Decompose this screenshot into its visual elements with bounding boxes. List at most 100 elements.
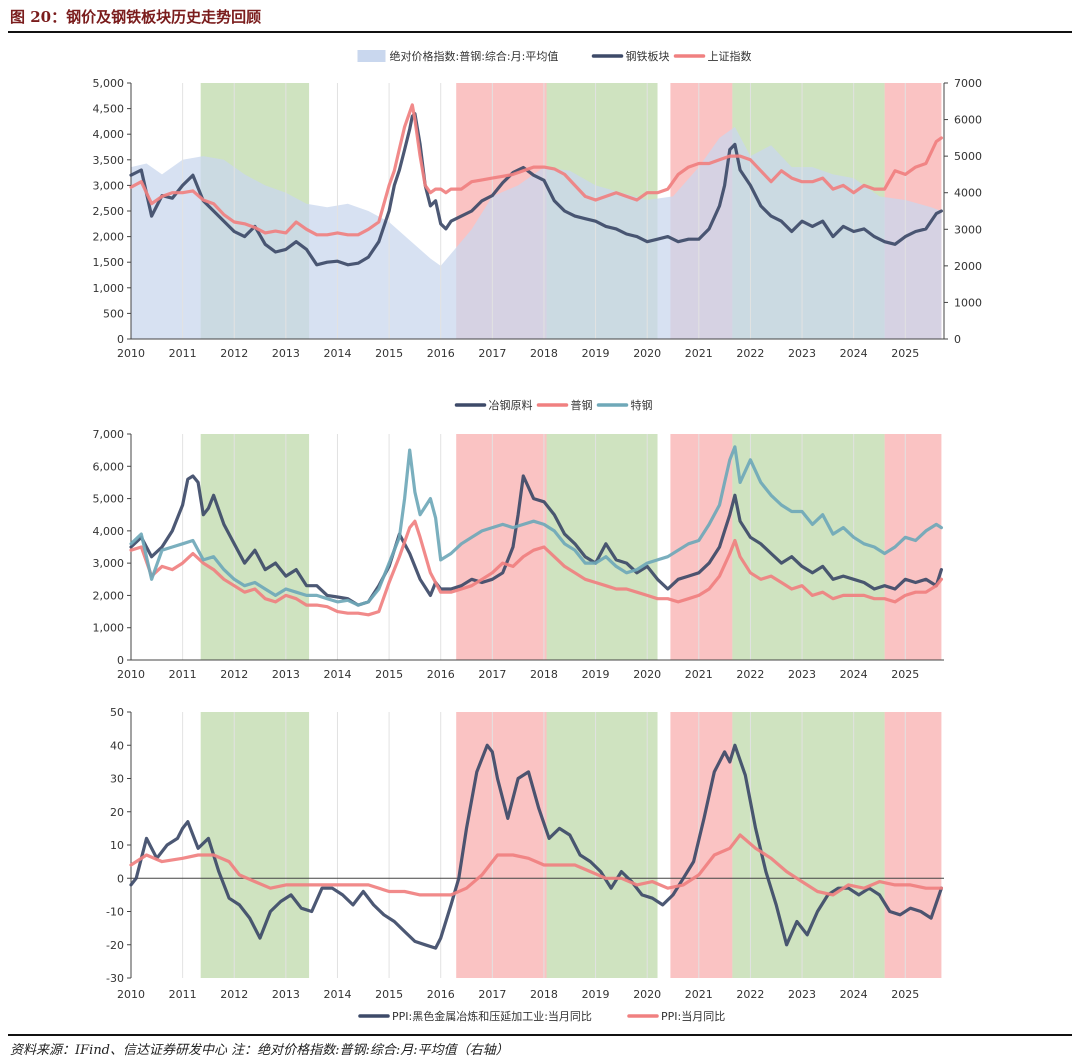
x-tick-label: 2020 bbox=[633, 347, 661, 360]
legend-label: 特钢 bbox=[631, 398, 653, 412]
legend-label: 普钢 bbox=[571, 398, 593, 412]
x-tick-label: 2018 bbox=[530, 988, 558, 1001]
x-tick-label: 2010 bbox=[117, 347, 145, 360]
x-tick-label: 2025 bbox=[891, 347, 919, 360]
x-tick-label: 2012 bbox=[220, 988, 248, 1001]
y-tick-label: 2,000 bbox=[93, 231, 125, 244]
y2-tick-label: 1000 bbox=[954, 296, 982, 309]
x-tick-label: 2024 bbox=[840, 347, 868, 360]
legend-swatch bbox=[357, 50, 386, 62]
x-tick-label: 2012 bbox=[220, 347, 248, 360]
shaded-period-red bbox=[884, 712, 942, 978]
y2-tick-label: 7000 bbox=[954, 77, 982, 90]
x-tick-label: 2016 bbox=[427, 988, 455, 1001]
y-tick-label: 500 bbox=[103, 307, 124, 320]
legend-label: 冶钢原料 bbox=[489, 398, 533, 412]
y-tick-label: 1,000 bbox=[93, 282, 125, 295]
y-tick-label: 10 bbox=[110, 839, 124, 852]
x-tick-label: 2024 bbox=[840, 988, 868, 1001]
y-tick-label: 40 bbox=[110, 739, 124, 752]
y2-tick-label: 0 bbox=[954, 333, 961, 346]
legend: PPI:黑色金属冶炼和压延加工业:当月同比 PPI:当月同比 bbox=[358, 1009, 725, 1023]
y-tick-label: 5,000 bbox=[93, 77, 125, 90]
series-line-2 bbox=[129, 833, 943, 897]
x-tick-label: 2021 bbox=[685, 347, 713, 360]
y-tick-label: -20 bbox=[106, 939, 124, 952]
y2-tick-label: 6000 bbox=[954, 114, 982, 127]
x-tick-label: 2018 bbox=[530, 347, 558, 360]
x-tick-label: 2025 bbox=[891, 988, 919, 1001]
x-tick-label: 2020 bbox=[633, 988, 661, 1001]
x-tick-label: 2010 bbox=[117, 988, 145, 1001]
y-tick-label: 50 bbox=[110, 706, 124, 719]
y-tick-label: 0 bbox=[117, 333, 124, 346]
legend-label: 钢铁板块 bbox=[626, 49, 670, 63]
x-tick-label: 2015 bbox=[375, 347, 403, 360]
x-tick-label: 2019 bbox=[582, 668, 610, 681]
x-tick-label: 2022 bbox=[736, 988, 764, 1001]
top-rule bbox=[8, 31, 1072, 33]
y-tick-label: 1,500 bbox=[93, 256, 125, 269]
bottom-rule bbox=[8, 1034, 1072, 1036]
x-tick-label: 2023 bbox=[788, 347, 816, 360]
y-tick-label: 5,000 bbox=[93, 493, 125, 506]
y2-tick-label: 2000 bbox=[954, 260, 982, 273]
x-tick-label: 2016 bbox=[427, 668, 455, 681]
x-tick-label: 2025 bbox=[891, 668, 919, 681]
legend-label: PPI:当月同比 bbox=[661, 1009, 725, 1023]
x-tick-label: 2020 bbox=[633, 668, 661, 681]
x-tick-label: 2012 bbox=[220, 668, 248, 681]
legend-label: 绝对价格指数:普钢:综合:月:平均值 bbox=[390, 49, 559, 63]
shaded-period-green bbox=[200, 712, 310, 978]
x-tick-label: 2015 bbox=[375, 668, 403, 681]
legend-label: PPI:黑色金属冶炼和压延加工业:当月同比 bbox=[392, 1009, 592, 1023]
shaded-period-red bbox=[456, 712, 547, 978]
x-tick-label: 2010 bbox=[117, 668, 145, 681]
y-tick-label: 4,500 bbox=[93, 103, 125, 116]
legend-label: 上证指数 bbox=[708, 49, 752, 63]
x-tick-label: 2016 bbox=[427, 347, 455, 360]
shaded-period-green bbox=[200, 434, 310, 660]
legend: 冶钢原料 普钢 特钢 bbox=[454, 398, 653, 412]
x-tick-label: 2021 bbox=[685, 988, 713, 1001]
y-tick-label: 3,000 bbox=[93, 557, 125, 570]
series-line-2 bbox=[129, 519, 943, 617]
x-tick-label: 2013 bbox=[272, 988, 300, 1001]
legend: 绝对价格指数:普钢:综合:月:平均值 钢铁板块 上证指数 bbox=[357, 49, 752, 63]
x-tick-label: 2011 bbox=[169, 668, 197, 681]
x-tick-label: 2018 bbox=[530, 668, 558, 681]
y2-tick-label: 5000 bbox=[954, 150, 982, 163]
y2-tick-label: 3000 bbox=[954, 223, 982, 236]
y-tick-label: 2,000 bbox=[93, 589, 125, 602]
shaded-period-green bbox=[732, 712, 885, 978]
chart-panel-1: 0 500 1,000 1,500 2,000 2,500 3,000 3,500 4,000 4… bbox=[93, 49, 983, 360]
x-tick-label: 2013 bbox=[272, 347, 300, 360]
chart-panel-3: -30 -20 -10 0 10 20 30 40 50 2010 2011 2012 2013 2014… bbox=[106, 706, 944, 1023]
y-tick-label: 3,500 bbox=[93, 154, 125, 167]
y-tick-label: 7,000 bbox=[93, 428, 125, 441]
x-tick-label: 2017 bbox=[478, 668, 506, 681]
x-tick-label: 2014 bbox=[323, 668, 351, 681]
x-tick-label: 2024 bbox=[840, 668, 868, 681]
x-tick-label: 2014 bbox=[323, 347, 351, 360]
y2-tick-label: 4000 bbox=[954, 187, 982, 200]
x-tick-label: 2022 bbox=[736, 347, 764, 360]
shaded-period-red bbox=[456, 434, 547, 660]
shaded-period-green bbox=[546, 434, 658, 660]
series-line-3 bbox=[129, 103, 943, 237]
series-line-3 bbox=[129, 445, 943, 607]
x-tick-label: 2019 bbox=[582, 347, 610, 360]
x-tick-label: 2011 bbox=[169, 988, 197, 1001]
x-tick-label: 2015 bbox=[375, 988, 403, 1001]
figure-title: 图 20：钢价及钢铁板块历史走势回顾 bbox=[10, 8, 262, 26]
x-tick-label: 2017 bbox=[478, 988, 506, 1001]
y-tick-label: 3,000 bbox=[93, 179, 125, 192]
chart-area: 05001,0001,5002,0002,5003,0003,5004,0004… bbox=[93, 49, 983, 1023]
x-tick-label: 2013 bbox=[272, 668, 300, 681]
x-tick-label: 2023 bbox=[788, 988, 816, 1001]
y-tick-label: 0 bbox=[117, 654, 124, 667]
shaded-period-green bbox=[732, 434, 885, 660]
y-tick-label: -10 bbox=[106, 906, 124, 919]
series-line-1 bbox=[129, 474, 943, 607]
x-tick-label: 2011 bbox=[169, 347, 197, 360]
